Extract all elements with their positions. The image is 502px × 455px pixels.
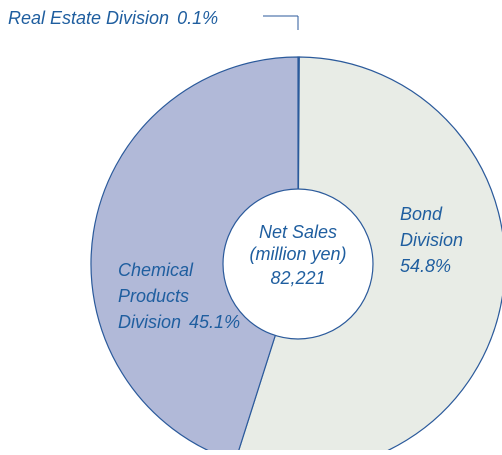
slice-label-real-estate-value: 0.1% (177, 8, 218, 28)
center-hole (222, 188, 374, 340)
slice-label-real-estate-name: Real Estate Division (8, 8, 169, 28)
slice-label-bond-line2: Division (400, 230, 463, 250)
slice-label-bond-line1: Bond (400, 204, 443, 224)
center-value: 82,221 (270, 268, 325, 288)
slice-label-real-estate: Real Estate Division 0.1% (8, 8, 218, 28)
slice-label-chemical-line3-name: Division (118, 312, 181, 332)
center-label-line2: (million yen) (249, 244, 346, 264)
slice-label-bond-value: 54.8% (400, 256, 451, 276)
slice-label-chemical-line2: Products (118, 286, 189, 306)
center-label-line1: Net Sales (259, 222, 337, 242)
slice-label-chemical-line3: Division 45.1% (118, 312, 240, 332)
slice-chemical (90, 56, 299, 455)
slice-label-chemical-line1: Chemical (118, 260, 194, 280)
slice-label-chemical-value: 45.1% (189, 312, 240, 332)
